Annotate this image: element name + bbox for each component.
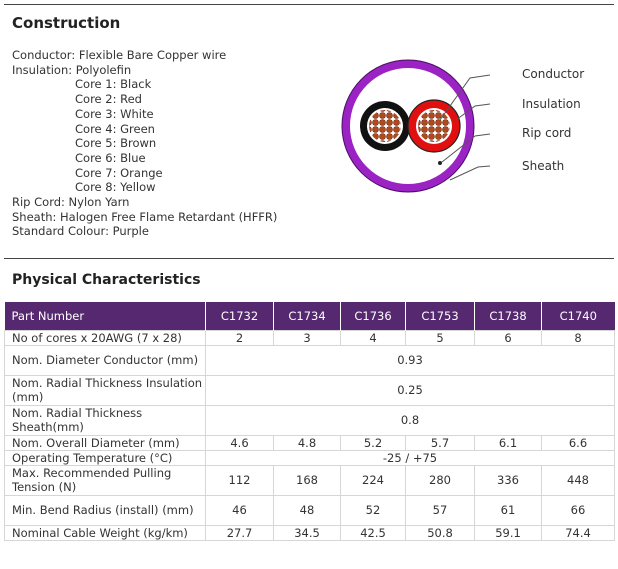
table-header-row: Part Number C1732 C1734 C1736 C1753 C173…: [4, 302, 615, 330]
cell-value: 61: [474, 494, 542, 526]
row-label: No of cores x 20AWG (7 x 28): [4, 329, 206, 346]
cell-value: 42.5: [340, 524, 406, 541]
cell-value-merged: 0.25: [205, 374, 615, 406]
cell-value: 5.7: [405, 434, 475, 451]
cell-value: 66: [541, 494, 615, 526]
cell-value: 50.8: [405, 524, 475, 541]
spec-core-5: Core 5: Brown: [75, 136, 157, 151]
row-label: Nom. Overall Diameter (mm): [4, 434, 206, 451]
cell-value: 336: [474, 464, 542, 496]
row-label: Nom. Diameter Conductor (mm): [4, 344, 206, 376]
row-label: Min. Bend Radius (install) (mm): [4, 494, 206, 526]
physical-title: Physical Characteristics: [12, 272, 201, 288]
cell-value: 168: [273, 464, 341, 496]
cell-value-merged: -25 / +75: [205, 449, 615, 466]
cell-value: 5.2: [340, 434, 406, 451]
cell-value: 46: [205, 494, 274, 526]
leader-rip-cord: [441, 133, 491, 163]
cell-value: 8: [541, 329, 615, 346]
cell-value: 280: [405, 464, 475, 496]
spec-core-4: Core 4: Green: [75, 121, 155, 136]
table-row-thickness-sheath: Nom. Radial Thickness Sheath(mm) 0.8: [4, 404, 615, 436]
top-rule: [4, 4, 614, 5]
label-sheath: Sheath: [522, 159, 565, 173]
cell-value: 5: [405, 329, 475, 346]
cell-value: 112: [205, 464, 274, 496]
header-c1732: C1732: [205, 302, 274, 330]
cell-value: 59.1: [474, 524, 542, 541]
header-c1736: C1736: [340, 302, 406, 330]
cell-value: 224: [340, 464, 406, 496]
spec-core-1: Core 1: Black: [75, 77, 152, 92]
cell-value: 4.6: [205, 434, 274, 451]
label-rip-cord: Rip cord: [522, 126, 572, 140]
cell-value: 2: [205, 329, 274, 346]
cell-value: 3: [273, 329, 341, 346]
spec-conductor: Conductor: Flexible Bare Copper wire: [12, 48, 227, 62]
header-c1753: C1753: [405, 302, 475, 330]
construction-title: Construction: [12, 14, 121, 32]
core-red-copper: [418, 110, 450, 142]
physical-characteristics-table: Part Number C1732 C1734 C1736 C1753 C173…: [4, 302, 615, 541]
cell-value-merged: 0.8: [205, 404, 615, 436]
construction-spec-list: Conductor: Flexible Bare Copper wire Ins…: [12, 48, 277, 239]
table-row-cable-weight: Nominal Cable Weight (kg/km) 27.7 34.5 4…: [4, 524, 615, 541]
leader-conductor: [439, 74, 491, 121]
cable-cross-section-diagram: Conductor Insulation Rip cord Sheath: [330, 56, 616, 196]
row-label: Operating Temperature (°C): [4, 449, 206, 466]
row-label: Nom. Radial Thickness Insulation (mm): [4, 374, 206, 406]
core-black-copper: [369, 110, 401, 142]
header-c1740: C1740: [541, 302, 615, 330]
table-row-diameter-conductor: Nom. Diameter Conductor (mm) 0.93: [4, 344, 615, 376]
table-row-cores: No of cores x 20AWG (7 x 28) 2 3 4 5 6 8: [4, 329, 615, 346]
table-row-overall-diameter: Nom. Overall Diameter (mm) 4.6 4.8 5.2 5…: [4, 434, 615, 451]
spec-core-2: Core 2: Red: [75, 92, 142, 107]
spec-insulation: Insulation: Polyolefin: [12, 62, 132, 77]
cell-value: 448: [541, 464, 615, 496]
header-part-number: Part Number: [4, 302, 206, 330]
cell-value: 52: [340, 494, 406, 526]
cell-value: 57: [405, 494, 475, 526]
cell-value: 6.6: [541, 434, 615, 451]
row-label: Nominal Cable Weight (kg/km): [4, 524, 206, 541]
section-divider: [4, 258, 614, 259]
cell-value: 6: [474, 329, 542, 346]
spec-core-8: Core 8: Yellow: [75, 180, 156, 195]
label-insulation: Insulation: [522, 97, 581, 111]
spec-sheath: Sheath: Halogen Free Flame Retardant (HF…: [12, 209, 278, 224]
leader-insulation: [455, 103, 491, 121]
table-row-pulling-tension: Max. Recommended Pulling Tension (N) 112…: [4, 464, 615, 496]
cell-value: 4: [340, 329, 406, 346]
leader-sheath: [449, 165, 491, 181]
table-row-operating-temperature: Operating Temperature (°C) -25 / +75: [4, 449, 615, 466]
table-row-thickness-insulation: Nom. Radial Thickness Insulation (mm) 0.…: [4, 374, 615, 406]
rip-cord-dot: [438, 161, 442, 165]
spec-core-3: Core 3: White: [75, 106, 154, 121]
cell-value: 34.5: [273, 524, 341, 541]
cell-value: 6.1: [474, 434, 542, 451]
cell-value: 4.8: [273, 434, 341, 451]
header-c1738: C1738: [474, 302, 542, 330]
row-label: Max. Recommended Pulling Tension (N): [4, 464, 206, 496]
cell-value: 48: [273, 494, 341, 526]
row-label: Nom. Radial Thickness Sheath(mm): [4, 404, 206, 436]
spec-rip-cord: Rip Cord: Nylon Yarn: [12, 195, 130, 210]
label-conductor: Conductor: [522, 67, 585, 81]
header-c1734: C1734: [273, 302, 341, 330]
spec-core-6: Core 6: Blue: [75, 150, 146, 165]
spec-standard-colour: Standard Colour: Purple: [12, 224, 149, 239]
spec-core-7: Core 7: Orange: [75, 165, 163, 180]
table-row-bend-radius: Min. Bend Radius (install) (mm) 46 48 52…: [4, 494, 615, 526]
cable-cross-section-svg: [341, 59, 491, 193]
cell-value-merged: 0.93: [205, 344, 615, 376]
cell-value: 74.4: [541, 524, 615, 541]
cell-value: 27.7: [205, 524, 274, 541]
